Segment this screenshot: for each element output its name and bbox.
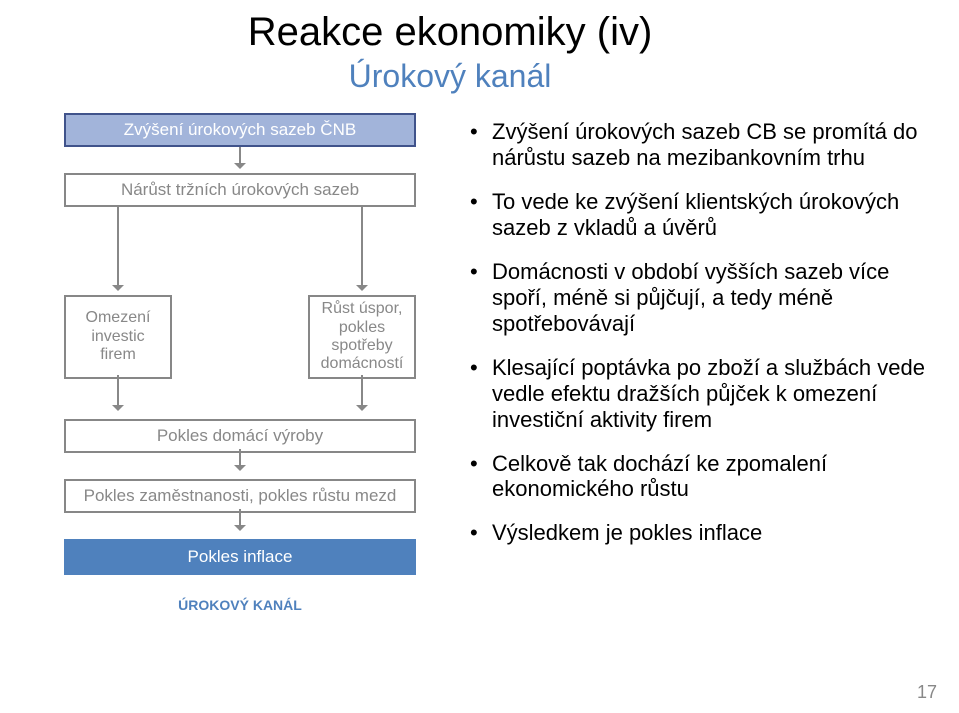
channel-label: ÚROKOVÝ KANÁL bbox=[40, 597, 440, 613]
flow-box-merge2: Pokles zaměstnanosti, pokles růstu mezd bbox=[64, 479, 416, 513]
flow-gap bbox=[40, 453, 440, 479]
flow-box-split-a: Omezení investic firem bbox=[64, 295, 172, 379]
slide: Reakce ekonomiky (iv) Úrokový kanál Zvýš… bbox=[0, 0, 959, 713]
slide-title: Reakce ekonomiky (iv) bbox=[180, 10, 720, 54]
content-row: Zvýšení úrokových sazeb ČNB Nárůst tržní… bbox=[40, 113, 939, 613]
flow-gap bbox=[40, 147, 440, 173]
flow-box-step1: Nárůst tržních úrokových sazeb bbox=[64, 173, 416, 207]
title-block: Reakce ekonomiky (iv) Úrokový kanál bbox=[180, 10, 720, 95]
flow-box-output: Pokles inflace bbox=[64, 539, 416, 575]
flow-box-start-label: Zvýšení úrokových sazeb ČNB bbox=[124, 120, 356, 140]
flow-box-split-b: Růst úspor, pokles spotřeby domácností bbox=[308, 295, 416, 379]
bullet-item: To vede ke zvýšení klientských úrokových… bbox=[470, 189, 939, 241]
bullet-item: Klesající poptávka po zboží a službách v… bbox=[470, 355, 939, 433]
flowchart: Zvýšení úrokových sazeb ČNB Nárůst tržní… bbox=[40, 113, 440, 613]
slide-subtitle: Úrokový kanál bbox=[180, 58, 720, 95]
flow-split-row: Omezení investic firem Růst úspor, pokle… bbox=[64, 295, 440, 379]
flow-box-split-b-label: Růst úspor, pokles spotřeby domácností bbox=[316, 300, 408, 374]
bullet-item: Domácnosti v období vyšších sazeb více s… bbox=[470, 259, 939, 337]
flow-box-merge1: Pokles domácí výroby bbox=[64, 419, 416, 453]
bullet-item: Celkově tak dochází ke zpomalení ekonomi… bbox=[470, 451, 939, 503]
flow-gap bbox=[40, 513, 440, 539]
bullet-list: Zvýšení úrokových sazeb CB se promítá do… bbox=[470, 119, 939, 546]
bullet-item: Zvýšení úrokových sazeb CB se promítá do… bbox=[470, 119, 939, 171]
flow-gap bbox=[40, 379, 440, 419]
flow-box-merge1-label: Pokles domácí výroby bbox=[157, 426, 323, 446]
page-number: 17 bbox=[917, 682, 937, 703]
flow-box-merge2-label: Pokles zaměstnanosti, pokles růstu mezd bbox=[84, 486, 397, 506]
flow-box-output-label: Pokles inflace bbox=[188, 547, 293, 567]
flow-box-step1-label: Nárůst tržních úrokových sazeb bbox=[121, 180, 359, 200]
flow-box-start: Zvýšení úrokových sazeb ČNB bbox=[64, 113, 416, 147]
flow-box-split-a-label: Omezení investic firem bbox=[72, 309, 164, 364]
bullet-item: Výsledkem je pokles inflace bbox=[470, 520, 939, 546]
bullets-column: Zvýšení úrokových sazeb CB se promítá do… bbox=[470, 113, 939, 613]
flow-gap bbox=[40, 207, 440, 295]
